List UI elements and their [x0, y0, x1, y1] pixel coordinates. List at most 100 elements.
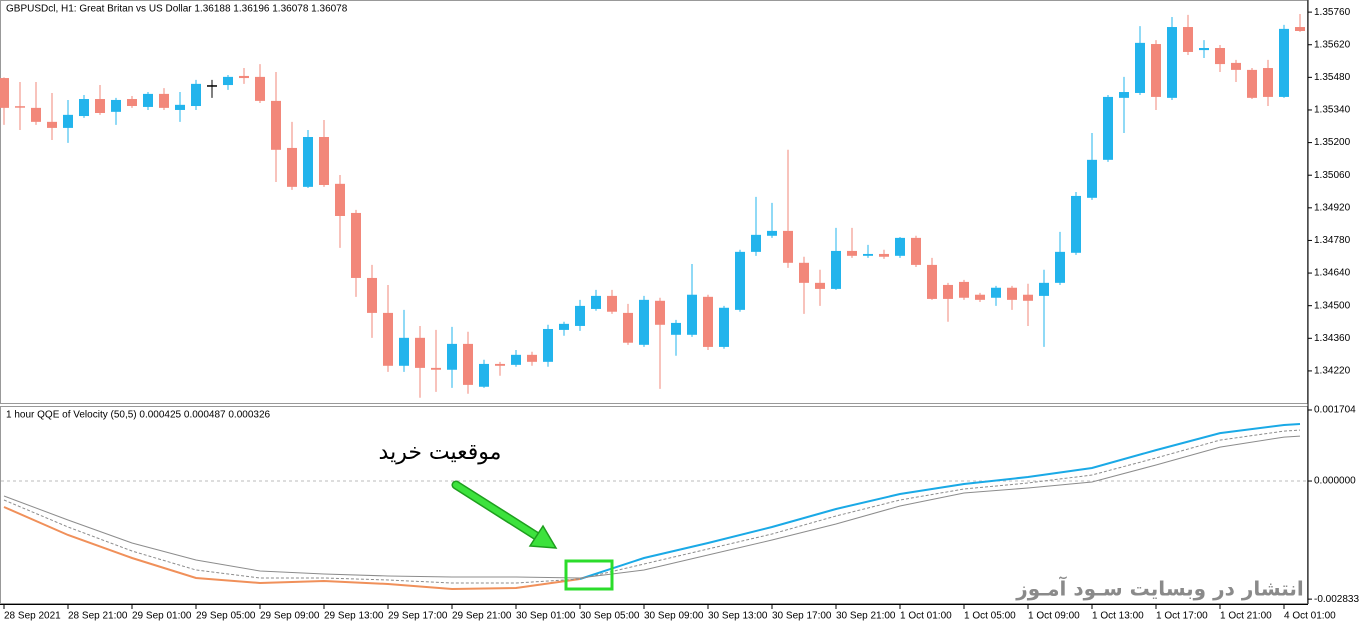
candle-body — [655, 300, 665, 325]
candle-body — [127, 99, 137, 107]
candle-body — [111, 99, 121, 112]
candle-body — [95, 99, 105, 113]
candle-body — [543, 328, 553, 362]
candle-body — [31, 107, 41, 122]
candle-body — [1295, 27, 1305, 31]
candle-body — [591, 295, 601, 309]
x-tick-label: 29 Sep 17:00 — [388, 611, 448, 622]
y-tick-label: 0.000000 — [1314, 476, 1356, 487]
candle-body — [191, 83, 201, 107]
x-tick-label: 29 Sep 01:00 — [132, 611, 192, 622]
candle-body — [1071, 195, 1081, 253]
candle-body — [319, 136, 329, 185]
candle-body — [767, 230, 777, 236]
candle-body — [1247, 69, 1257, 98]
x-tick-label: 1 Oct 17:00 — [1156, 611, 1208, 622]
y-tick-label: 1.35060 — [1314, 170, 1351, 181]
x-tick-label: 1 Oct 01:00 — [900, 611, 952, 622]
y-tick-label: 1.35340 — [1314, 105, 1351, 116]
y-tick-label: 1.34920 — [1314, 202, 1351, 213]
candle-body — [623, 312, 633, 343]
candle-body — [1103, 96, 1113, 160]
candle-body — [1135, 42, 1145, 93]
candle-body — [863, 253, 873, 256]
candle-body — [719, 307, 729, 347]
candle-body — [639, 299, 649, 345]
y-tick-label: 0.001704 — [1314, 405, 1356, 416]
candle-body — [1263, 68, 1273, 97]
x-tick-label: 28 Sep 2021 — [4, 611, 61, 622]
y-tick-label: 1.34360 — [1314, 333, 1351, 344]
arrow-shaft — [453, 482, 541, 540]
candle-body — [735, 251, 745, 310]
y-tick-label: 1.35620 — [1314, 39, 1351, 50]
candle-body — [335, 183, 345, 216]
indicator-line — [3, 435, 1301, 579]
candle-body — [911, 237, 921, 265]
chart-title: GBPUSDcl, H1: Great Britan vs US Dollar … — [6, 4, 348, 15]
candle-body — [1167, 27, 1177, 98]
x-tick-label: 30 Sep 13:00 — [708, 611, 768, 622]
x-tick-label: 1 Oct 13:00 — [1092, 611, 1144, 622]
candle-body — [511, 354, 521, 365]
candle-body — [1023, 294, 1033, 301]
y-tick-label: 1.34780 — [1314, 235, 1351, 246]
candle-body — [1279, 28, 1289, 97]
candle-body — [559, 323, 569, 330]
candle-body — [1087, 159, 1097, 198]
y-tick-label: 1.34220 — [1314, 366, 1351, 377]
candle-body — [815, 282, 825, 289]
candle-body — [143, 93, 153, 107]
buy-annotation: موقعیت خرید — [379, 440, 502, 465]
candle-body — [783, 230, 793, 263]
x-tick-label: 4 Oct 01:00 — [1284, 611, 1336, 622]
candle-body — [351, 212, 361, 278]
candle-body — [1119, 92, 1129, 98]
candle-body — [1215, 47, 1225, 65]
candle-body — [367, 277, 377, 313]
x-tick-label: 30 Sep 01:00 — [516, 611, 576, 622]
candle-body — [703, 296, 713, 347]
candle-body — [399, 337, 409, 366]
candle-body — [575, 305, 585, 326]
x-tick-label: 1 Oct 05:00 — [964, 611, 1016, 622]
candle-body — [271, 100, 281, 150]
candle-body — [287, 147, 297, 187]
candle-body — [431, 367, 441, 370]
candle-body — [447, 343, 457, 370]
watermark: انتشار در وبسایت سـود آمـوز — [1015, 576, 1303, 601]
x-tick-label: 1 Oct 21:00 — [1220, 611, 1272, 622]
candle-body — [879, 253, 889, 257]
candle-body — [1007, 287, 1017, 300]
candle-body — [383, 312, 393, 366]
candle-body — [1039, 282, 1049, 296]
x-tick-label: 30 Sep 09:00 — [644, 611, 704, 622]
candle-body — [687, 294, 697, 335]
y-tick-label: 1.35200 — [1314, 137, 1351, 148]
x-tick-label: 29 Sep 13:00 — [324, 611, 384, 622]
x-tick-label: 30 Sep 21:00 — [836, 611, 896, 622]
candle-body — [1151, 44, 1161, 97]
candle-body — [415, 337, 425, 368]
x-tick-label: 30 Sep 17:00 — [772, 611, 832, 622]
candle-body — [959, 281, 969, 298]
candle-body — [1199, 47, 1209, 51]
candle-body — [63, 114, 73, 128]
x-tick-label: 1 Oct 09:00 — [1028, 611, 1080, 622]
y-tick-label: 1.34500 — [1314, 300, 1351, 311]
candle-body — [255, 76, 265, 101]
candle-body — [943, 284, 953, 299]
candle-body — [607, 295, 617, 312]
candle-body — [751, 234, 761, 252]
arrow-head — [528, 524, 558, 549]
x-tick-label: 29 Sep 05:00 — [196, 611, 256, 622]
candle-body — [1183, 27, 1193, 52]
x-tick-label: 28 Sep 21:00 — [68, 611, 128, 622]
candle-body — [159, 93, 169, 108]
buy-box — [564, 559, 614, 591]
candle-body — [239, 75, 249, 79]
candle-body — [527, 354, 537, 362]
y-tick-label: 1.35480 — [1314, 72, 1351, 83]
